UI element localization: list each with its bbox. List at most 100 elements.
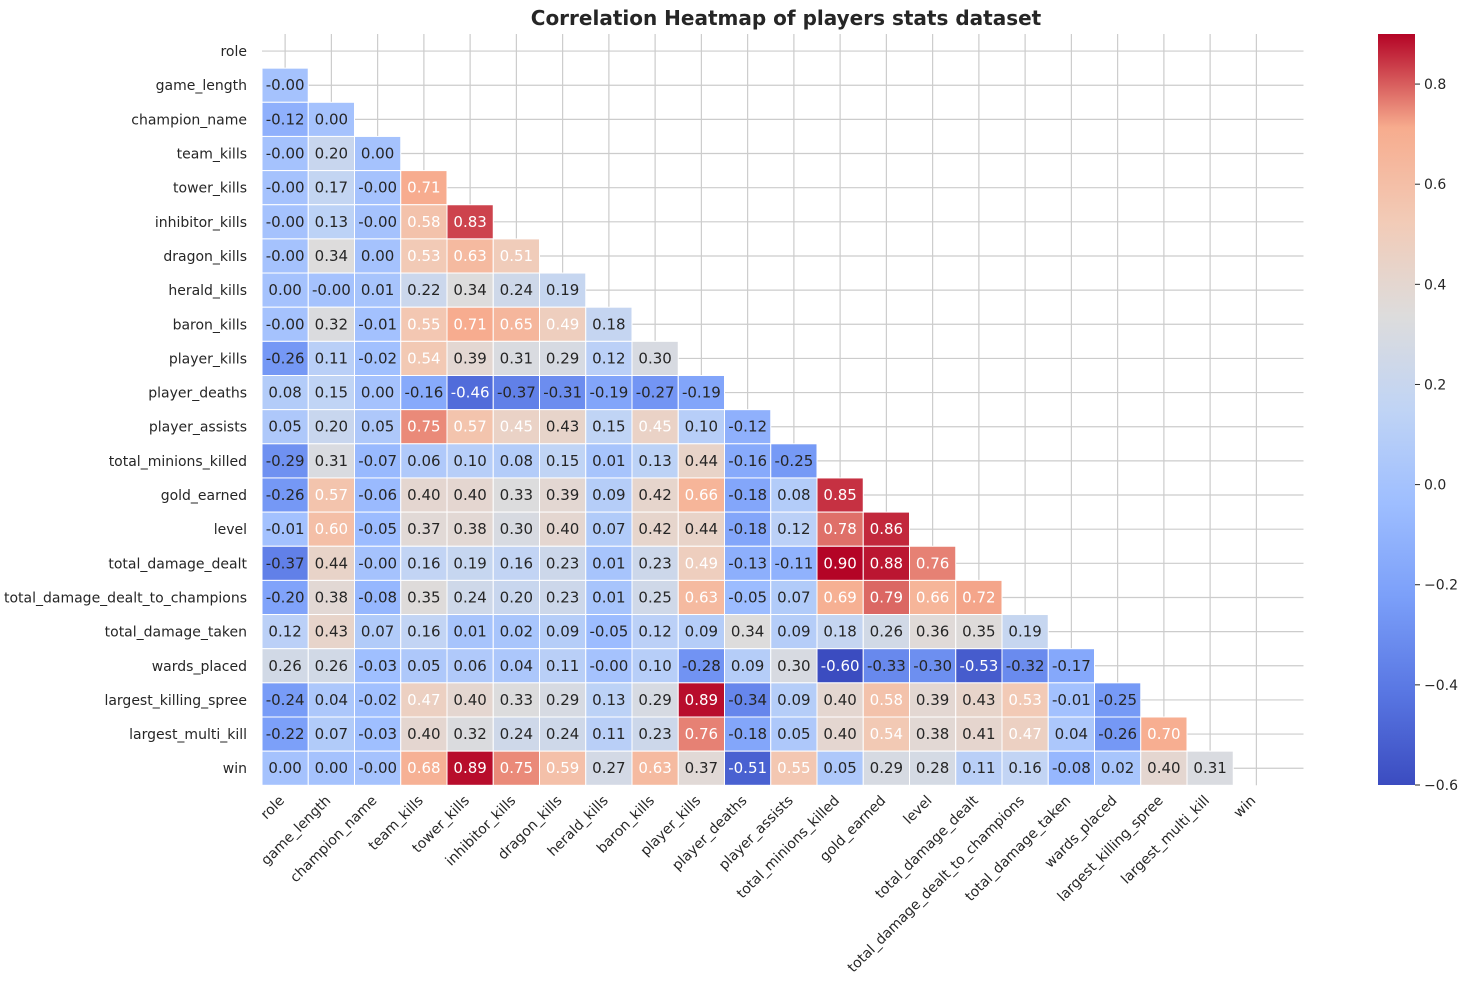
heatmap-cell-win-level — [909, 750, 957, 786]
cell-value-label: 0.70 — [1147, 725, 1180, 743]
cell-value-label: 0.38 — [916, 725, 949, 743]
heatmap-cell-player_kills-baron_kills — [631, 340, 679, 377]
cell-value-label: 0.16 — [1008, 759, 1041, 777]
cell-value-label: 0.72 — [962, 588, 995, 606]
cell-value-label: 0.29 — [546, 691, 579, 709]
heatmap-cell-total_minions_killed-baron_kills — [631, 443, 679, 479]
cell-value-label: 0.07 — [777, 588, 810, 606]
heatmap-cell-total_minions_killed-tower_kills — [446, 443, 494, 479]
cell-value-label: 0.66 — [685, 486, 718, 504]
heatmap-cell-total_damage_taken-game_length — [307, 614, 355, 650]
cell-value-label: 0.07 — [315, 725, 348, 743]
cell-value-label: 0.76 — [685, 725, 718, 743]
x-tick-label-largest_multi_kill: largest_multi_kill — [1118, 793, 1213, 888]
heatmap-cell-total_damage_dealt_to_champions-champion_name — [354, 579, 402, 616]
cell-value-label: 0.45 — [500, 418, 533, 436]
heatmap-cell-total_damage_dealt-player_deaths — [724, 545, 772, 581]
cell-value-label: -0.08 — [1052, 759, 1091, 777]
cell-value-label: 0.40 — [823, 691, 856, 709]
cell-value-label: 0.13 — [315, 213, 348, 231]
heatmap-cell-total_minions_killed-role — [261, 443, 309, 479]
heatmap-cell-total_damage_dealt-level — [909, 545, 957, 581]
cell-value-label: 0.23 — [638, 554, 671, 572]
cell-value-label: -0.25 — [774, 452, 813, 470]
colorbar-tick-label: 0.0 — [1424, 478, 1446, 494]
heatmap-cell-total_damage_dealt-role — [261, 545, 309, 581]
x-tick-label-level: level — [901, 793, 936, 828]
heatmap-cell-player_assists-game_length — [307, 409, 355, 445]
heatmap-cell-player_deaths-inhibitor_kills — [492, 375, 540, 411]
cell-value-label: 0.20 — [315, 145, 348, 163]
heatmap-cell-total_damage_dealt_to_champions-player_assists — [770, 579, 818, 616]
heatmap-cell-wards_placed-inhibitor_kills — [492, 648, 540, 684]
heatmap-cell-player_deaths-player_kills — [677, 375, 725, 411]
cell-value-label: 0.63 — [685, 588, 718, 606]
cell-value-label: -0.51 — [728, 759, 767, 777]
cell-value-label: -0.00 — [358, 179, 397, 197]
heatmap-cell-wards_placed-game_length — [307, 648, 355, 684]
y-tick-label-wards_placed: wards_placed — [152, 659, 247, 675]
cell-value-label: -0.26 — [1098, 725, 1137, 743]
heatmap-cell-herald_kills-team_kills — [400, 272, 448, 308]
cell-value-label: 0.57 — [315, 486, 348, 504]
y-tick-label-largest_multi_kill: largest_multi_kill — [129, 727, 247, 743]
heatmap-cell-gold_earned-baron_kills — [631, 477, 679, 513]
y-tick-label-gold_earned: gold_earned — [161, 488, 247, 504]
heatmap-cell-win-herald_kills — [585, 750, 633, 786]
cell-value-label: 0.65 — [500, 315, 533, 333]
cell-value-label: -0.29 — [266, 452, 305, 470]
heatmap-cell-win-role — [261, 750, 309, 786]
cell-value-label: 0.63 — [453, 247, 486, 265]
cell-value-label: 0.00 — [268, 281, 301, 299]
cell-value-label: 0.11 — [546, 657, 579, 675]
cell-value-label: 0.76 — [916, 554, 949, 572]
cell-value-label: -0.53 — [959, 657, 998, 675]
heatmap-cell-player_kills-team_kills — [400, 340, 448, 377]
heatmap-cells — [261, 67, 1234, 786]
cell-value-label: 0.10 — [685, 418, 718, 436]
cell-value-label: 0.01 — [592, 554, 625, 572]
cell-value-label: 0.12 — [268, 623, 301, 641]
heatmap-cell-total_damage_taken-tower_kills — [446, 614, 494, 650]
cell-value-label: 0.00 — [315, 110, 348, 128]
cell-value-label: 0.29 — [638, 691, 671, 709]
heatmap-cell-largest_multi_kill-player_kills — [677, 716, 725, 752]
cell-value-label: 0.05 — [361, 418, 394, 436]
cell-value-label: 0.40 — [546, 520, 579, 538]
heatmap-cell-win-game_length — [307, 750, 355, 786]
heatmap-cell-wards_placed-tower_kills — [446, 648, 494, 684]
cell-value-label: 0.55 — [407, 315, 440, 333]
cell-value-label: -0.00 — [266, 76, 305, 94]
heatmap-cell-player_assists-role — [261, 409, 309, 445]
cell-value-label: -0.26 — [266, 349, 305, 367]
heatmap-cell-total_damage_dealt_to_champions-baron_kills — [631, 579, 679, 616]
cell-value-label: 0.54 — [407, 349, 440, 367]
cell-value-label: -0.02 — [358, 349, 397, 367]
colorbar — [1378, 34, 1415, 785]
cell-value-label: -0.08 — [358, 588, 397, 606]
cell-value-label: -0.07 — [358, 452, 397, 470]
heatmap-cell-inhibitor_kills-role — [261, 204, 309, 240]
heatmap-cell-gold_earned-player_assists — [770, 477, 818, 513]
cell-value-label: 0.34 — [315, 247, 348, 265]
heatmap-cell-largest_killing_spree-total_damage_dealt — [955, 682, 1003, 718]
cell-value-label: 0.40 — [1147, 759, 1180, 777]
colorbar-gradient — [1378, 34, 1415, 785]
heatmap-cell-gold_earned-player_deaths — [724, 477, 772, 513]
cell-value-label: 0.39 — [453, 349, 486, 367]
cell-value-label: 0.78 — [823, 520, 856, 538]
cell-value-label: -0.30 — [913, 657, 952, 675]
cell-value-label: 0.09 — [685, 623, 718, 641]
heatmap-cell-total_damage_taken-team_kills — [400, 614, 448, 650]
cell-value-label: 0.06 — [407, 452, 440, 470]
cell-value-label: 0.08 — [268, 384, 301, 402]
cell-value-label: 0.34 — [453, 281, 486, 299]
cell-value-label: 0.83 — [453, 213, 486, 231]
cell-value-label: -0.60 — [821, 657, 860, 675]
y-tick-label-tower_kills: tower_kills — [173, 181, 247, 197]
cell-value-label: 0.10 — [638, 657, 671, 675]
heatmap-cell-largest_killing_spree-wards_placed — [1094, 682, 1142, 718]
heatmap-cell-level-role — [261, 511, 309, 547]
heatmap-cell-win-tower_kills — [446, 750, 494, 786]
heatmap-cell-total_damage_dealt-team_kills — [400, 545, 448, 581]
